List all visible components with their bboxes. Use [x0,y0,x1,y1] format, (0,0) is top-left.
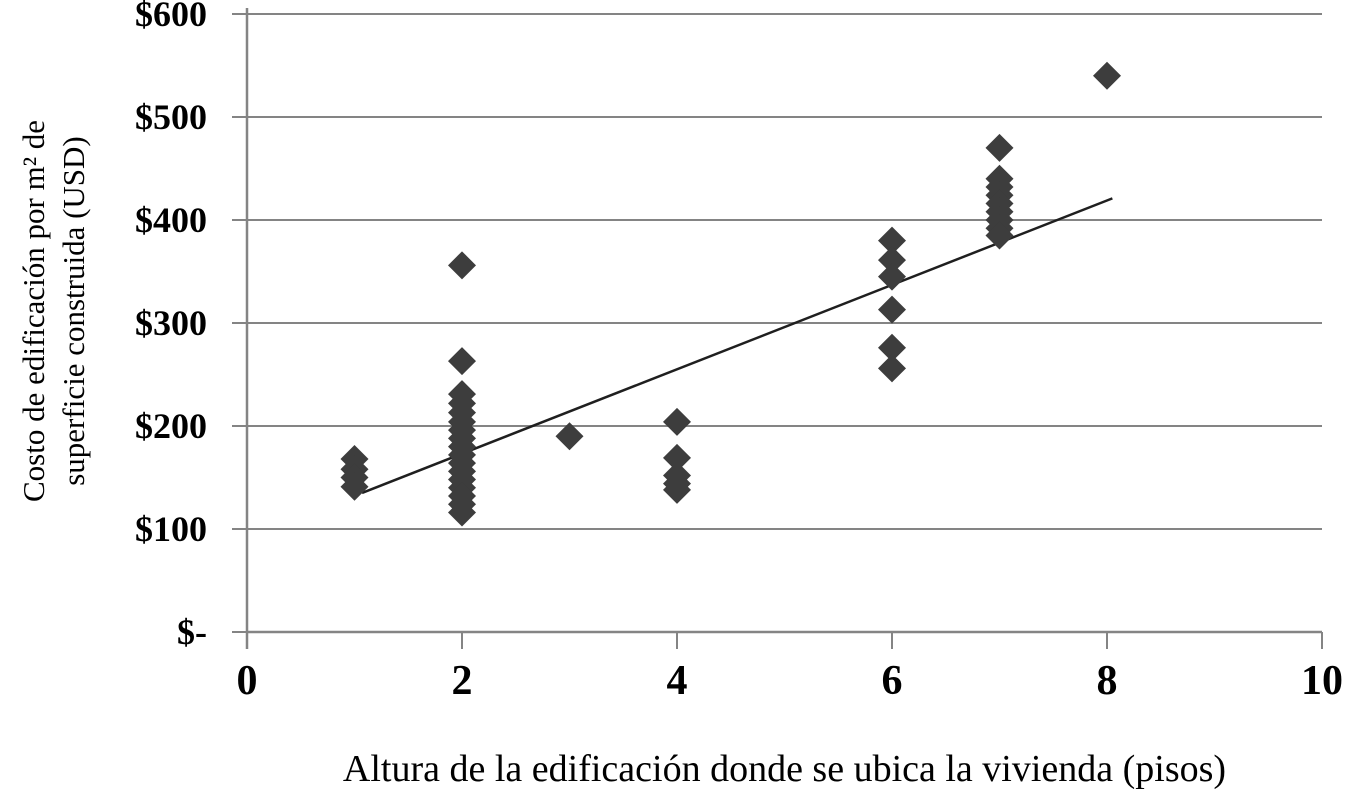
data-point-diamond [1093,61,1121,90]
y-tick-label-100: $100 [135,509,207,549]
y-axis-title-line1: Costo de edificación por m² de [16,119,51,503]
data-point-diamond [448,251,476,280]
data-point-diamond [663,407,691,436]
x-axis-title: Altura de la edificación donde se ubica … [342,748,1227,790]
data-point-diamond [448,347,476,376]
y-tick-label-500: $500 [135,97,207,137]
x-tick-label-6: 6 [882,658,903,704]
data-point-diamond [663,443,691,472]
x-tick-label-2: 2 [452,658,473,704]
y-tick-label-600: $600 [135,0,207,34]
data-point-diamond [555,422,584,451]
data-point-diamond [985,133,1014,162]
y-tick-label-300: $300 [135,303,207,343]
y-tick-label-0: $- [177,612,207,652]
x-tick-label-0: 0 [237,658,258,704]
data-point-diamond [985,221,1014,250]
x-tick-label-4: 4 [667,658,688,704]
data-point-diamond [878,295,906,324]
x-tick-label-10: 10 [1301,658,1343,704]
data-point-diamond [878,246,906,275]
data-point-diamond [878,226,906,255]
trendline [361,197,1113,495]
data-point-diamond [448,498,476,527]
data-point-diamond [878,354,906,383]
data-point-diamond [878,262,906,291]
data-point-diamond [663,475,691,504]
y-axis-title: Costo de edificación por m² de superfici… [14,0,96,629]
y-tick-label-200: $200 [135,406,207,446]
data-point-diamond [878,333,906,362]
data-point-diamond [340,472,369,501]
y-tick-label-400: $400 [135,200,207,240]
x-tick-label-8: 8 [1097,658,1118,704]
y-axis-title-line2: superficie construida (USD) [56,136,91,486]
